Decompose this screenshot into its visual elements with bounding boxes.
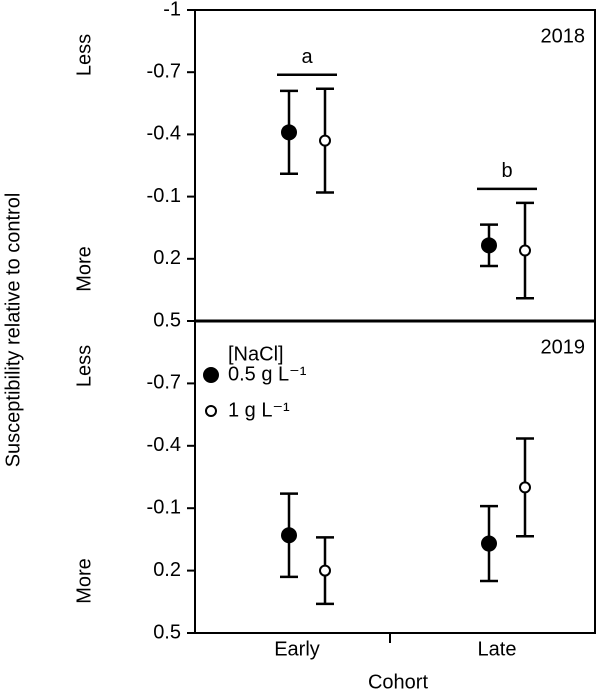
legend-marker xyxy=(203,367,219,383)
y-tick-label: -0.7 xyxy=(147,60,181,82)
point xyxy=(319,564,331,577)
y-tick-label: -0.7 xyxy=(147,372,181,394)
point xyxy=(319,134,331,147)
point xyxy=(481,535,497,552)
legend-label: 0.5 g L⁻¹ xyxy=(228,363,307,385)
y-tick-label: 0.2 xyxy=(153,559,181,581)
point xyxy=(481,237,497,254)
direction-label: Less xyxy=(73,34,95,76)
y-tick-label: 0.5 xyxy=(153,309,181,331)
y-tick-label: 0.5 xyxy=(153,621,181,643)
y-tick-label: 0.2 xyxy=(153,247,181,269)
point xyxy=(519,244,531,257)
annotation: a xyxy=(301,46,313,68)
y-tick-label: -0.4 xyxy=(147,434,181,456)
x-tick-label: Late xyxy=(478,638,517,660)
direction-label: Less xyxy=(73,345,95,387)
x-axis-label: Cohort xyxy=(368,671,428,693)
direction-label: More xyxy=(73,246,95,292)
point xyxy=(281,124,297,141)
y-tick-label: -0.1 xyxy=(147,496,181,518)
y-tick-label: -1 xyxy=(163,0,181,20)
legend-title: [NaCl] xyxy=(228,343,284,365)
legend-label: 1 g L⁻¹ xyxy=(228,399,290,421)
annotation: b xyxy=(501,160,512,182)
x-tick-label: Early xyxy=(274,638,320,660)
y-axis-label: Susceptibility relative to control xyxy=(2,193,24,468)
point xyxy=(281,527,297,544)
legend-marker xyxy=(205,405,217,417)
y-tick-label: -0.4 xyxy=(147,123,181,145)
panel-title: 2019 xyxy=(541,336,586,358)
point xyxy=(519,481,531,494)
y-tick-label: -0.1 xyxy=(147,185,181,207)
panel-title: 2018 xyxy=(541,25,586,47)
direction-label: More xyxy=(73,558,95,604)
